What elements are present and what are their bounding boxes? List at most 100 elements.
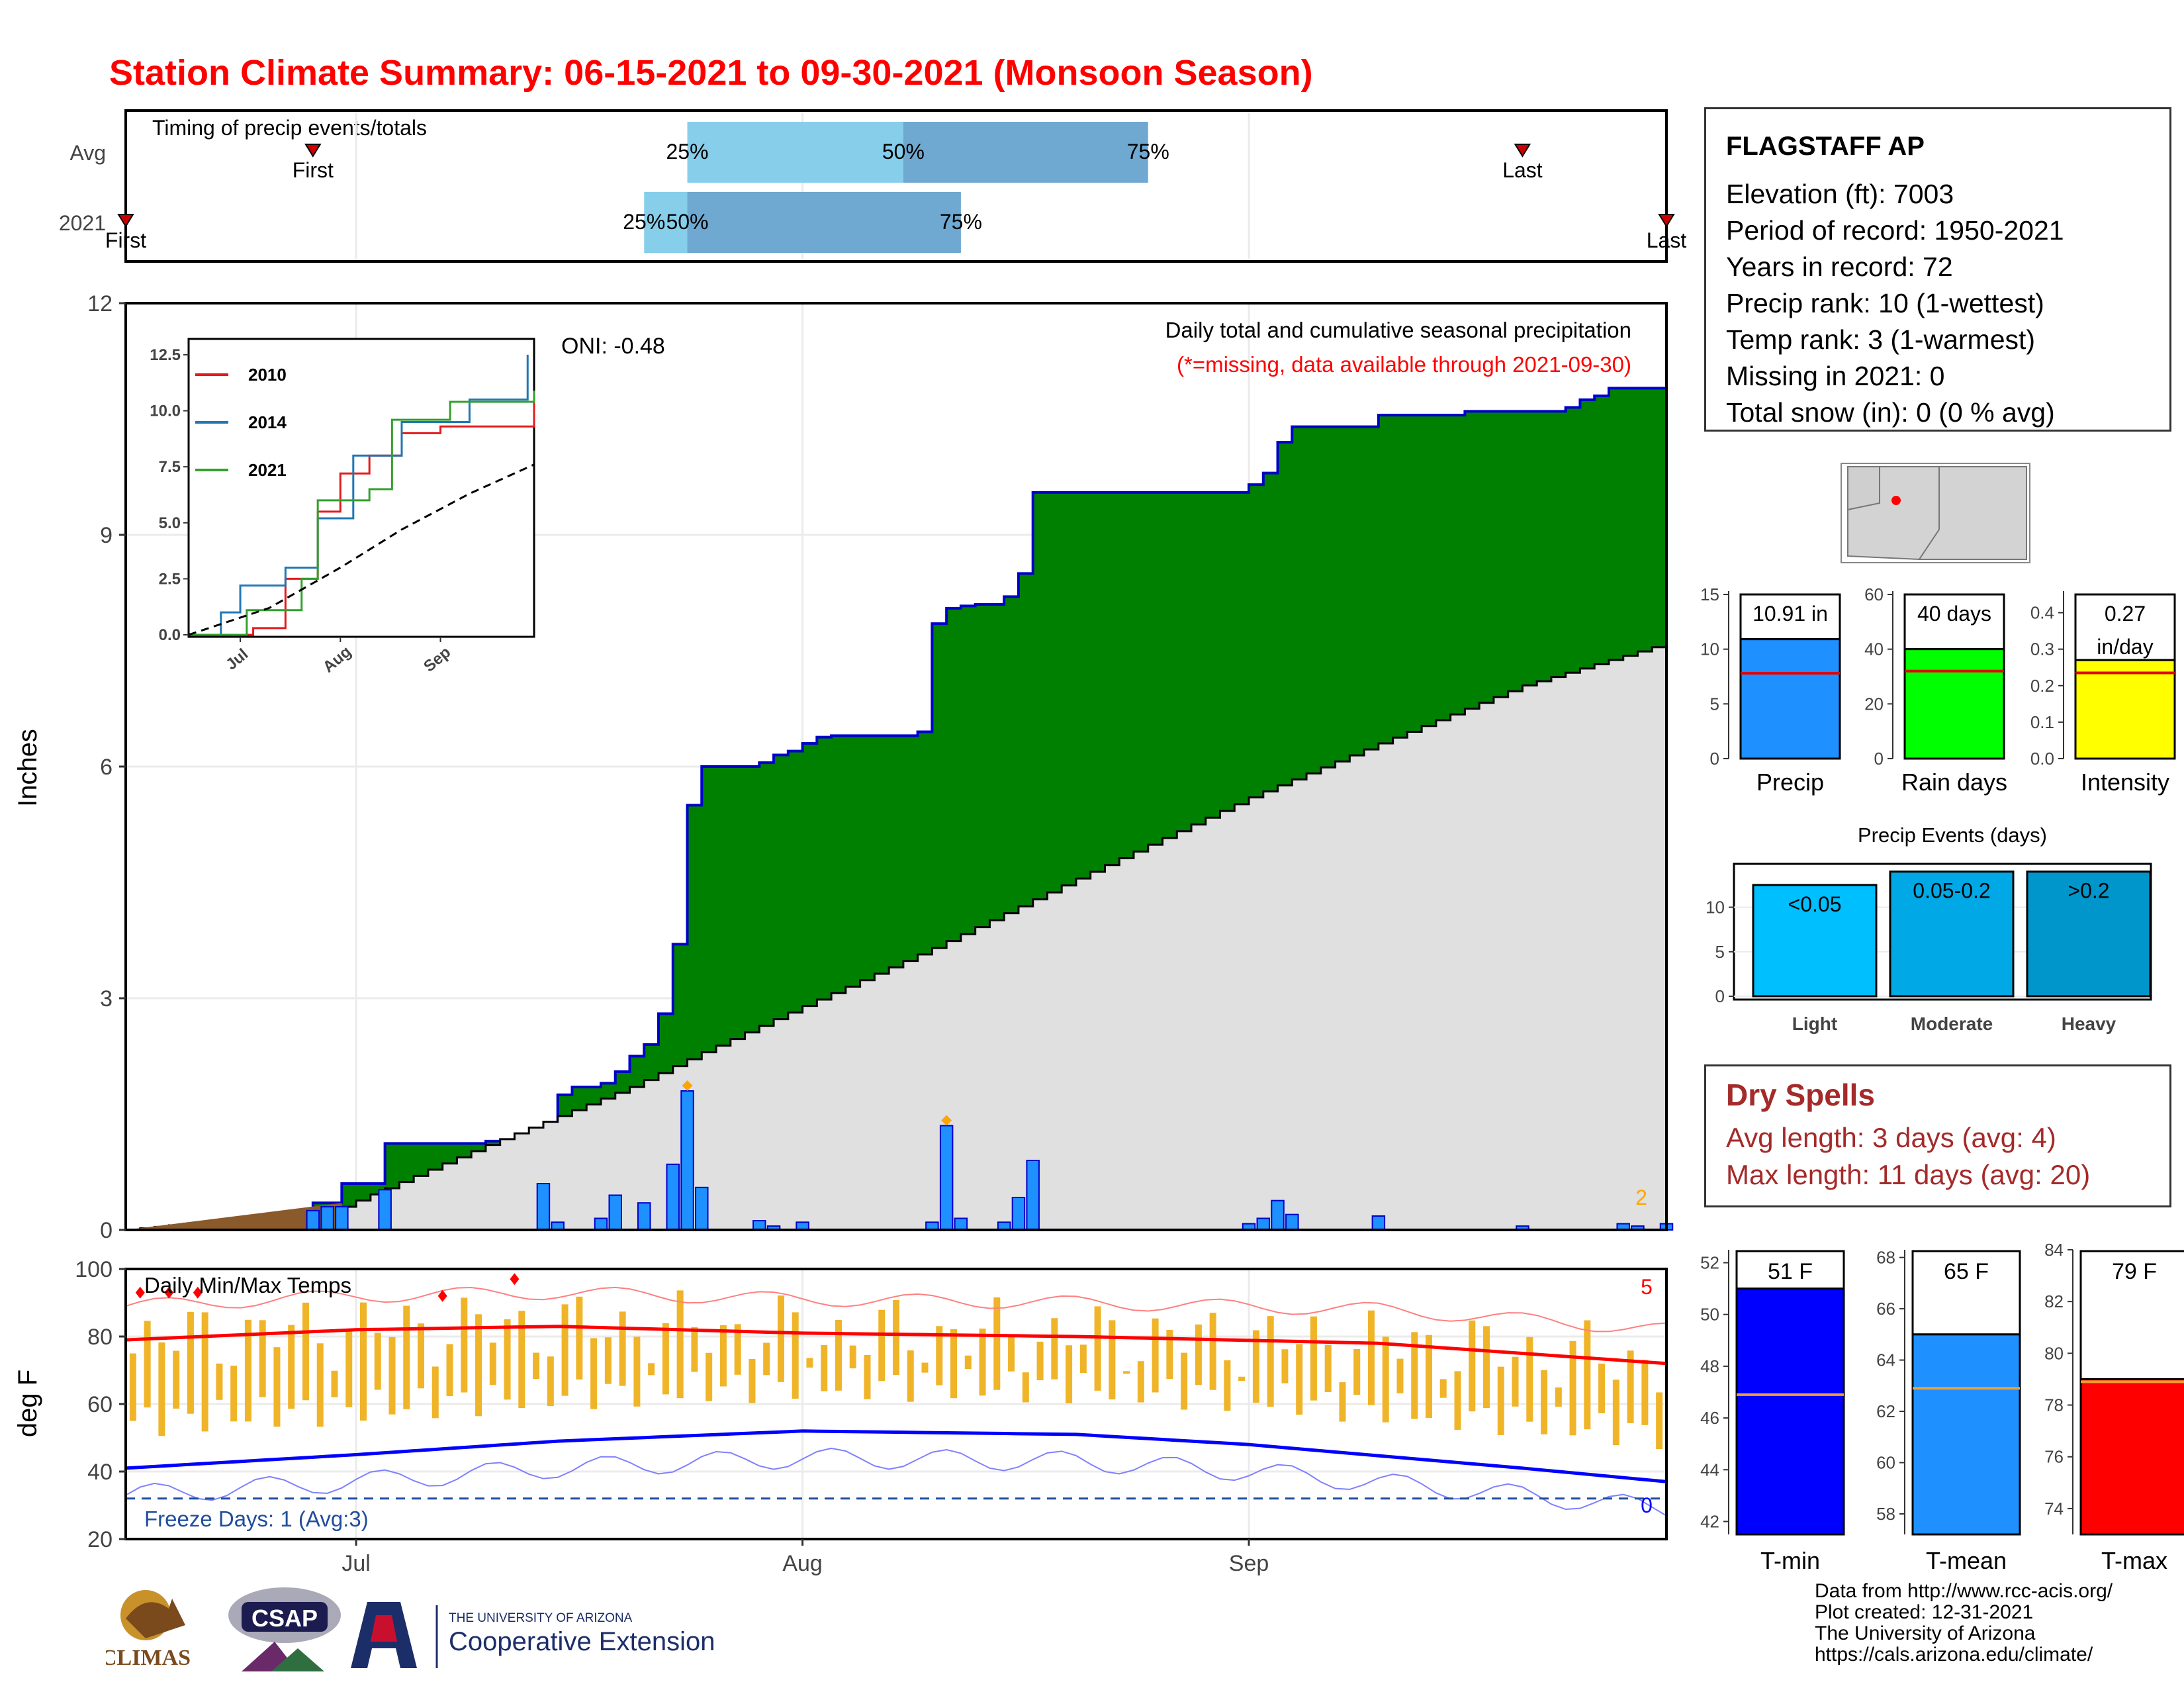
oni-label: ONI: -0.48 bbox=[561, 334, 665, 359]
timing-row-2021: 2021 bbox=[59, 211, 106, 235]
tmean-summary-label: T-mean bbox=[1926, 1547, 2007, 1574]
daily-temp-bar bbox=[1066, 1345, 1073, 1403]
daily-precip-bar bbox=[608, 1194, 622, 1231]
daily-precip-bar bbox=[637, 1202, 651, 1231]
daily-temp-bar bbox=[129, 1353, 136, 1421]
precip-caption: Daily total and cumulative seasonal prec… bbox=[1165, 318, 1631, 342]
tmax-summary-label: T-max bbox=[2101, 1547, 2167, 1574]
station-elevation: Elevation (ft): 7003 bbox=[1726, 179, 1954, 209]
temp-y-tick-label: 80 bbox=[87, 1325, 113, 1350]
daily-temp-bar bbox=[792, 1312, 799, 1399]
intensity-summary-value-box bbox=[2074, 593, 2176, 661]
daily-temp-bar bbox=[1152, 1318, 1159, 1393]
timing-avg-first-marker bbox=[304, 144, 322, 158]
daily-precip-bar bbox=[320, 1206, 334, 1231]
daily-temp-bar bbox=[691, 1327, 698, 1372]
tmin-summary-bar bbox=[1735, 1288, 1845, 1536]
timing-avg-last-marker bbox=[1514, 144, 1531, 158]
events-tick-label: 10 bbox=[1706, 898, 1725, 917]
station-missing: Missing in 2021: 0 bbox=[1726, 361, 1945, 391]
daily-precip-bar bbox=[752, 1220, 766, 1231]
precip-missing-caption: (*=missing, data available through 2021-… bbox=[1177, 352, 1631, 377]
precip-summary-tick-label: 5 bbox=[1710, 694, 1719, 714]
timing-2021-p25-label: 25% bbox=[623, 210, 665, 234]
precip-count-label: 2 bbox=[1635, 1186, 1647, 1209]
daily-temp-bar bbox=[1612, 1380, 1619, 1446]
daily-temp-bar bbox=[734, 1324, 741, 1375]
daily-temp-bar bbox=[1195, 1324, 1202, 1385]
raindays-summary-tick-label: 60 bbox=[1864, 585, 1884, 604]
timing-2021-first-label: First bbox=[105, 228, 146, 252]
daily-temp-bar bbox=[1296, 1344, 1303, 1415]
daily-temp-bar bbox=[403, 1305, 410, 1409]
daily-precip-bar bbox=[1256, 1217, 1271, 1231]
avg-tmax-line bbox=[125, 1325, 1667, 1366]
daily-temp-bar bbox=[158, 1342, 165, 1436]
daily-temp-bar bbox=[418, 1323, 425, 1389]
inset-legend-label: 2014 bbox=[248, 412, 287, 432]
raindays-summary-value-box bbox=[1903, 593, 2005, 651]
temp-y-tick-label: 60 bbox=[87, 1392, 113, 1417]
credits: Data from http://www.rcc-acis.org/ Plot … bbox=[1815, 1581, 2113, 1665]
raindays-summary-tick-label: 20 bbox=[1864, 694, 1884, 714]
daily-precip-bar bbox=[335, 1206, 349, 1231]
hot-count-label: 5 bbox=[1641, 1275, 1653, 1299]
precip-summary-value-label: 10.91 in bbox=[1752, 602, 1828, 626]
tmax-summary-tick-label: 78 bbox=[2044, 1395, 2064, 1415]
inset-y-tick-label: 5.0 bbox=[159, 514, 181, 532]
daily-temp-bar bbox=[489, 1342, 496, 1385]
dry-spells-avg: Avg length: 3 days (avg: 4) bbox=[1726, 1122, 2056, 1153]
events-bar bbox=[1752, 884, 1878, 998]
tmin-summary-tick-label: 48 bbox=[1700, 1356, 1719, 1376]
daily-temp-bar bbox=[878, 1309, 886, 1382]
intensity-summary-tick-label: 0.4 bbox=[2030, 603, 2054, 623]
daily-temp-bar bbox=[1166, 1330, 1173, 1380]
daily-temp-bar bbox=[1469, 1320, 1476, 1412]
daily-temp-bar bbox=[1094, 1306, 1101, 1391]
timing-2021-last-marker bbox=[1658, 214, 1675, 228]
tmean-summary-tick-label: 62 bbox=[1876, 1401, 1895, 1421]
tmean-summary-value-box bbox=[1911, 1250, 2021, 1336]
daily-temp-bar bbox=[1339, 1382, 1346, 1422]
daily-temp-bar bbox=[1396, 1358, 1404, 1393]
x-tick-label: Jul bbox=[341, 1551, 370, 1576]
station-years: Years in record: 72 bbox=[1726, 252, 1953, 282]
raindays-summary-tick-label: 40 bbox=[1864, 639, 1884, 659]
tmax-summary-tick-label: 74 bbox=[2044, 1499, 2064, 1519]
x-tick-label: Sep bbox=[1229, 1551, 1269, 1576]
intensity-summary-bar bbox=[2074, 659, 2176, 760]
timing-2021-q2-bar bbox=[687, 192, 961, 253]
daily-temp-bar bbox=[676, 1290, 684, 1399]
dry-spells-title: Dry Spells bbox=[1726, 1078, 1875, 1112]
daily-temp-bar bbox=[1353, 1348, 1361, 1395]
precip-y-tick-label: 3 bbox=[100, 986, 113, 1011]
precip-y-label: Inches bbox=[13, 729, 42, 807]
intensity-summary-tick-label: 0.0 bbox=[2030, 749, 2054, 769]
temp-y-tick-label: 100 bbox=[75, 1257, 113, 1282]
events-tick-label: 0 bbox=[1715, 986, 1725, 1006]
daily-temp-bar bbox=[1641, 1360, 1649, 1425]
timing-row-avg: Avg bbox=[69, 141, 106, 165]
precip-y-tick-label: 6 bbox=[100, 755, 113, 780]
daily-temp-bar bbox=[1137, 1361, 1144, 1403]
station-period: Period of record: 1950-2021 bbox=[1726, 215, 2064, 246]
precip-summary-tick-label: 0 bbox=[1710, 749, 1719, 769]
intensity-summary-tick-label: 0.1 bbox=[2030, 712, 2054, 732]
early-season-wedge bbox=[126, 1203, 342, 1230]
daily-temp-bar bbox=[576, 1296, 583, 1380]
daily-temp-bar bbox=[864, 1354, 871, 1399]
daily-temp-bar bbox=[1310, 1316, 1317, 1401]
daily-temp-bar bbox=[144, 1321, 151, 1408]
daily-temp-bar bbox=[173, 1350, 180, 1409]
daily-temp-bar bbox=[979, 1329, 986, 1396]
csap-logo-text: CSAP bbox=[251, 1605, 318, 1632]
credit-line: Data from http://www.rcc-acis.org/ bbox=[1815, 1580, 2113, 1602]
record-low-line bbox=[125, 1447, 1667, 1517]
ua-logo: THE UNIVERSITY OF ARIZONA Cooperative Ex… bbox=[351, 1602, 715, 1668]
daily-precip-bar bbox=[1371, 1215, 1386, 1231]
raindays-summary-tick-label: 0 bbox=[1874, 749, 1884, 769]
inset-series-2010 bbox=[189, 399, 535, 636]
daily-temp-bar bbox=[921, 1362, 929, 1373]
timing-avg-q1-bar bbox=[687, 122, 903, 183]
daily-temp-bar bbox=[1497, 1366, 1504, 1435]
